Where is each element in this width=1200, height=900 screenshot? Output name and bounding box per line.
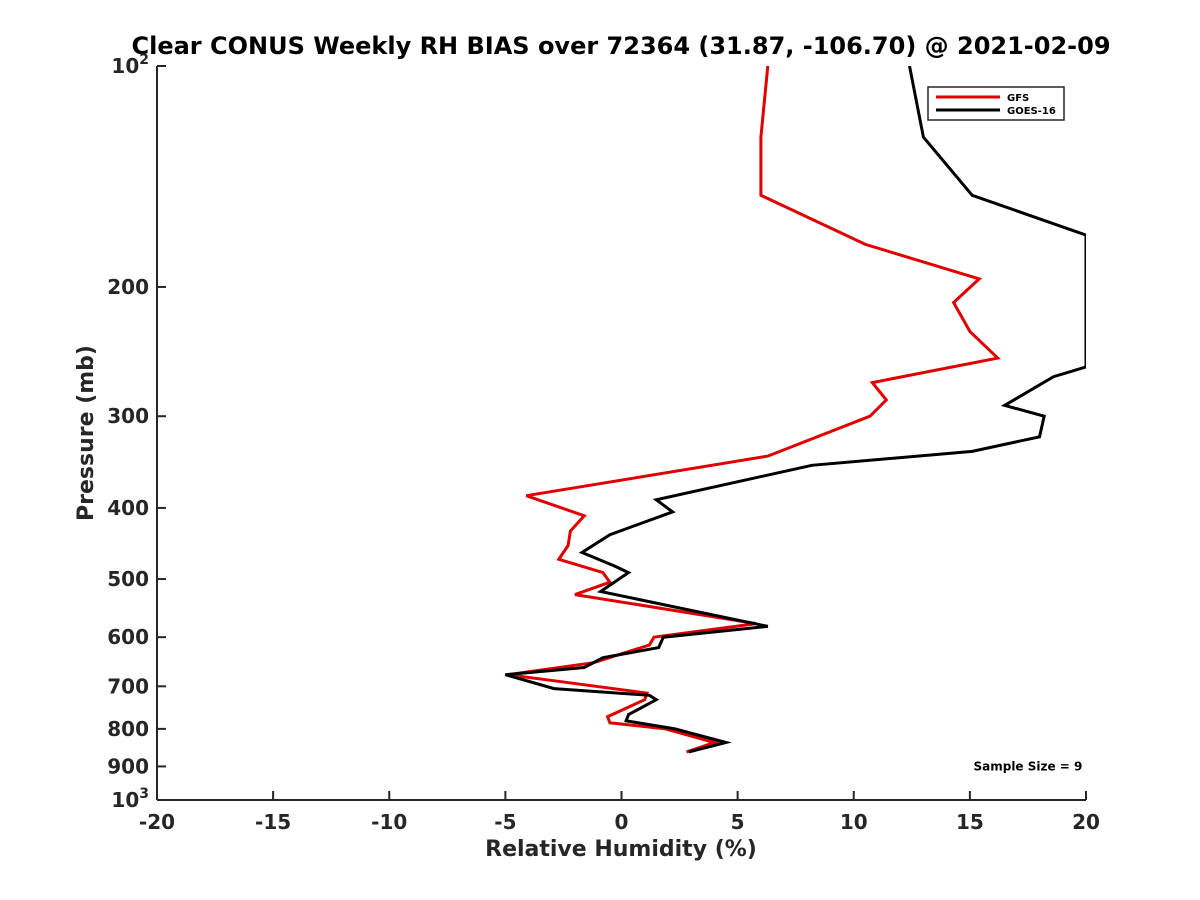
y-axis-label: Pressure (mb) bbox=[74, 345, 99, 521]
chart-title: Clear CONUS Weekly RH BIAS over 72364 (3… bbox=[131, 32, 1110, 60]
y-tick-label: 300 bbox=[107, 404, 149, 428]
y-tick-label: 400 bbox=[107, 496, 149, 520]
legend-box bbox=[927, 86, 1065, 121]
series-line-goes-16 bbox=[504, 66, 1086, 754]
y-tick-label: 103 bbox=[111, 786, 149, 812]
legend: GFS GOES-16 bbox=[927, 86, 1065, 121]
plot-area bbox=[504, 66, 1086, 754]
x-tick-label: 0 bbox=[615, 810, 629, 834]
x-tick-label: -10 bbox=[371, 810, 407, 834]
x-tick-label: 10 bbox=[840, 810, 868, 834]
legend-label: GFS bbox=[1007, 93, 1029, 104]
x-tick-label: 5 bbox=[731, 810, 745, 834]
series-group bbox=[504, 66, 1086, 754]
legend-label: GOES-16 bbox=[1007, 106, 1056, 117]
x-axis-label: Relative Humidity (%) bbox=[485, 837, 757, 862]
y-tick-label: 600 bbox=[107, 625, 149, 649]
x-tick-label: -20 bbox=[139, 810, 175, 834]
x-tick-label: -5 bbox=[494, 810, 516, 834]
x-tick-label: 20 bbox=[1072, 810, 1100, 834]
series-line-gfs bbox=[507, 66, 1001, 754]
annotations: Sample Size = 9 bbox=[973, 759, 1082, 773]
sample-size-annotation: Sample Size = 9 bbox=[973, 759, 1082, 773]
y-tick-label: 700 bbox=[107, 674, 149, 698]
y-tick-label: 500 bbox=[107, 567, 149, 591]
x-tick-label: 15 bbox=[956, 810, 984, 834]
y-tick-label: 800 bbox=[107, 717, 149, 741]
axes: -20 -15 -10 -5 0 5 10 15 20 102 200 300 400 500 600 700… bbox=[107, 52, 1100, 834]
x-tick-label: -15 bbox=[255, 810, 291, 834]
y-tick-label: 900 bbox=[107, 754, 149, 778]
y-tick-label: 200 bbox=[107, 275, 149, 299]
y-tick-label: 102 bbox=[111, 52, 149, 78]
